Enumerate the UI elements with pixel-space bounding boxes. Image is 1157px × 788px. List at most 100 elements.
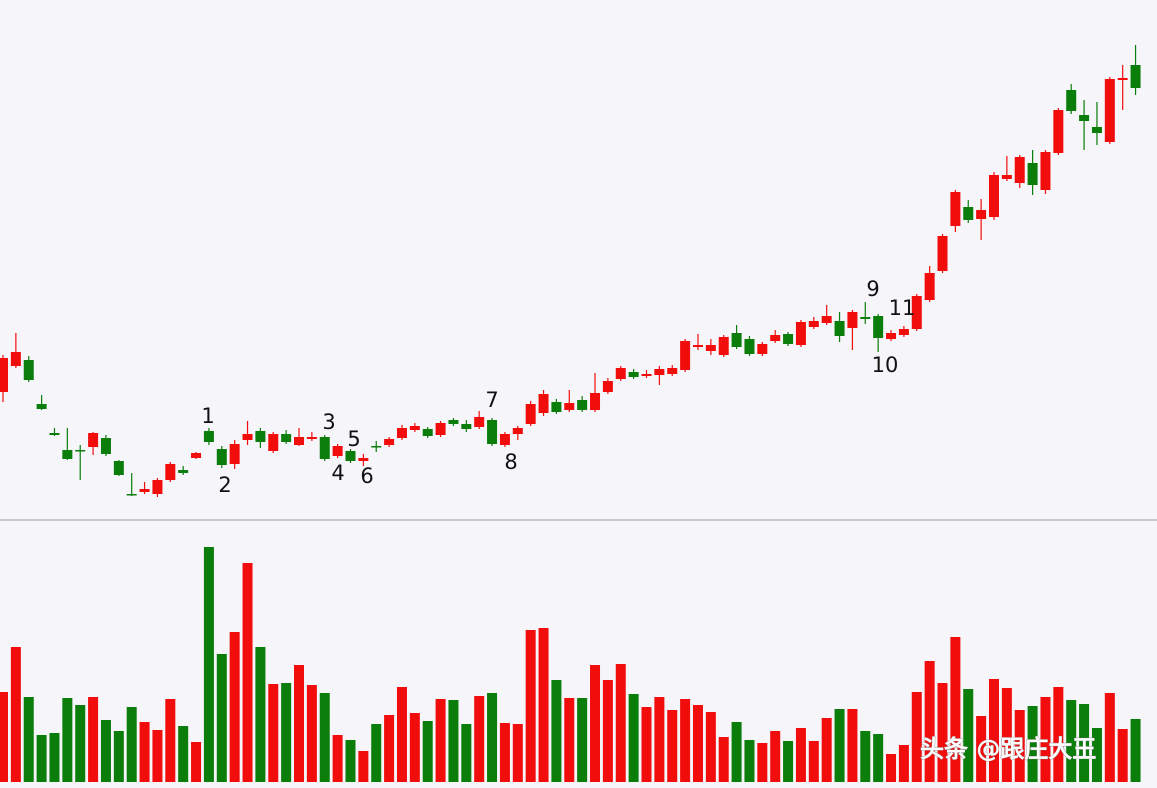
volume-bar [88, 697, 99, 782]
volume-bar [692, 705, 703, 782]
candle-body [731, 333, 742, 347]
volume-bar [62, 698, 73, 782]
candle-body [577, 400, 588, 410]
volume-bar [860, 731, 871, 782]
volume-bar [255, 647, 266, 782]
candle-body [1091, 127, 1102, 133]
candle-body [783, 334, 794, 344]
candle-body [654, 369, 665, 375]
candle-body [23, 360, 34, 380]
volume-bar [435, 699, 446, 782]
volume-bar [384, 715, 395, 782]
volume-bar [654, 697, 665, 782]
volume-bar [564, 698, 575, 782]
candle-body [937, 236, 948, 271]
volume-bar [770, 731, 781, 782]
candle-body [358, 458, 369, 461]
volume-bar [0, 692, 8, 782]
candle-body [976, 210, 987, 219]
candle-body [487, 420, 498, 444]
volume-bar [152, 730, 163, 782]
volume-bar [358, 751, 369, 782]
candle-body [345, 451, 356, 461]
candle-body [178, 470, 189, 473]
volume-bar [294, 665, 305, 782]
annotation: 1 [201, 404, 214, 428]
volume-bar [126, 707, 137, 782]
volume-bar [1117, 729, 1128, 782]
candle-body [551, 402, 562, 412]
volume-bar [371, 724, 382, 782]
candle-body [461, 424, 472, 429]
volume-bar [808, 741, 819, 782]
candle-body [628, 372, 639, 377]
candle-body [88, 433, 99, 447]
candle-body [0, 358, 8, 392]
candle-body [435, 423, 446, 435]
candle-body [808, 321, 819, 327]
volume-bar [976, 716, 987, 782]
volume-bar [474, 696, 485, 782]
candle-body [988, 175, 999, 217]
volume-bar [100, 720, 111, 782]
volume-bar [113, 731, 124, 782]
candle-body [525, 404, 536, 424]
candle-body [1117, 78, 1128, 80]
candle-body [62, 450, 73, 459]
volume-bar [834, 709, 845, 782]
candle-body [255, 431, 266, 442]
candle-body [306, 437, 317, 439]
volume-bar [628, 694, 639, 782]
annotation: 5 [347, 427, 360, 451]
annotation: 8 [504, 450, 517, 474]
volume-bar [1053, 687, 1064, 782]
volume-bar [950, 637, 961, 782]
candle-body [1104, 79, 1115, 142]
volume-bar [1040, 697, 1051, 782]
candle-body [448, 420, 459, 424]
volume-bar [23, 697, 34, 782]
volume-bar [1079, 704, 1090, 782]
volume-bar [615, 664, 626, 782]
candle-body [1001, 175, 1012, 179]
volume-bar [1014, 710, 1025, 782]
candle-body [847, 312, 858, 328]
candle-body [1130, 65, 1141, 88]
candle-body [332, 446, 343, 456]
volume-bar [191, 742, 202, 782]
candle-body [242, 434, 253, 440]
candle-body [590, 393, 601, 410]
volume-bar [602, 680, 613, 782]
candle-body [680, 341, 691, 370]
candle-body [75, 450, 86, 452]
volume-bar [345, 740, 356, 782]
annotation: 6 [360, 464, 373, 488]
candle-body [641, 374, 652, 376]
candle-body [268, 434, 279, 451]
candle-body [757, 344, 768, 354]
volume-bar [1091, 728, 1102, 782]
volume-bar [847, 709, 858, 782]
volume-bar [680, 699, 691, 782]
candle-body [795, 322, 806, 345]
candle-body [113, 461, 124, 475]
annotation: 10 [872, 353, 899, 377]
volume-bar [590, 665, 601, 782]
volume-bar [898, 745, 909, 782]
candle-body [692, 345, 703, 347]
candle-body [886, 333, 897, 339]
volume-bar [487, 693, 498, 782]
volume-bar [731, 722, 742, 782]
candle-body [384, 439, 395, 445]
candle-body [319, 437, 330, 459]
volume-bar [499, 723, 510, 782]
volume-bar [396, 687, 407, 782]
volume-bar [924, 661, 935, 782]
candle-body [564, 403, 575, 410]
volume-pane [0, 547, 1141, 782]
volume-bar [1104, 693, 1115, 782]
volume-bar [448, 700, 459, 782]
